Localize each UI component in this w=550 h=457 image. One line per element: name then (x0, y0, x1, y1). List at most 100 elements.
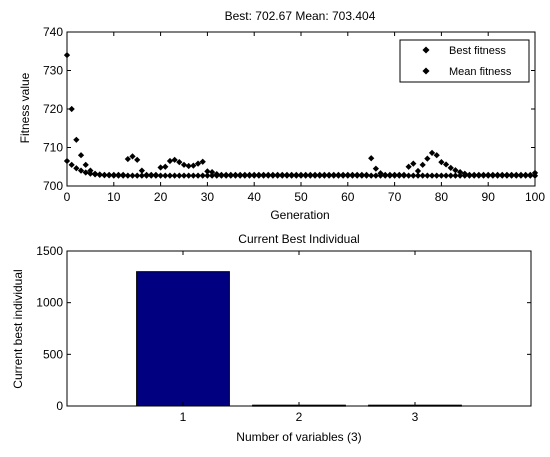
mean-fitness-point (494, 171, 501, 178)
mean-fitness-point (358, 171, 365, 178)
best-fitness-point (129, 172, 136, 179)
fitness-plot-ticks: 0 10 20 30 40 50 60 70 80 90 100 700 710 720 730 740 (43, 25, 545, 204)
y-tick-label: 720 (43, 102, 63, 116)
mean-fitness-point (73, 136, 80, 143)
best-fitness-point (82, 169, 89, 176)
mean-fitness-point (106, 171, 113, 178)
best-individual-plot-xlabel: Number of variables (3) (236, 430, 361, 444)
mean-fitness-point (260, 171, 267, 178)
legend-box (399, 39, 530, 83)
x-tick-label: 50 (294, 190, 308, 204)
mean-fitness-point (489, 171, 496, 178)
x-tick-label: 20 (154, 190, 168, 204)
mean-fitness-point (340, 171, 347, 178)
mean-fitness-point (503, 171, 511, 178)
x-tick-label: 1 (180, 410, 187, 424)
best-individual-plot-title: Current Best Individual (238, 232, 359, 246)
x-tick-label: 80 (435, 190, 449, 204)
x-tick-label: 70 (388, 190, 402, 204)
mean-fitness-point (311, 171, 319, 178)
x-tick-label: 100 (525, 190, 545, 204)
y-tick-label: 1000 (36, 296, 63, 310)
mean-fitness-point (213, 170, 220, 178)
fitness-plot-ylabel: Fitness value (18, 72, 32, 143)
best-fitness-point (194, 172, 202, 179)
mean-fitness-point (330, 171, 337, 178)
mean-fitness-point (199, 158, 206, 165)
mean-fitness-point (274, 171, 281, 178)
mean-fitness-point (279, 171, 286, 178)
y-tick-label: 740 (43, 25, 63, 39)
y-tick-label: 1500 (36, 244, 63, 258)
best-fitness-point (73, 165, 80, 172)
mean-fitness-point (148, 171, 155, 178)
mean-fitness-point (297, 171, 305, 178)
mean-fitness-point (396, 171, 403, 178)
mean-fitness-point (91, 170, 99, 177)
mean-fitness-point (386, 171, 394, 178)
mean-fitness-point (129, 153, 136, 160)
mean-fitness-point (335, 171, 342, 178)
best-fitness-point (68, 161, 75, 168)
bar-variable-1 (136, 271, 230, 407)
mean-fitness-point (77, 152, 85, 159)
x-tick-label: 90 (482, 190, 496, 204)
mean-fitness-point (190, 162, 197, 169)
mean-fitness-point (180, 161, 188, 168)
legend: Best fitness Mean fitness (399, 39, 530, 83)
mean-fitness-point (68, 105, 75, 113)
mean-fitness-point (162, 163, 169, 170)
mean-fitness-point (475, 171, 482, 178)
best-fitness-point (171, 172, 178, 179)
x-tick-label: 40 (248, 190, 262, 204)
best-fitness-point (77, 167, 85, 174)
best-individual-plot-ticks: 1 2 3 0 500 1000 1500 (36, 244, 531, 424)
mean-fitness-point (391, 171, 398, 178)
mean-fitness-point (251, 171, 258, 178)
y-tick-label: 0 (56, 399, 63, 413)
y-tick-label: 730 (43, 64, 63, 78)
best-individual-plot: Current Best Individual 1 2 3050010001500 … (11, 232, 532, 444)
legend-label-mean: Mean fitness (449, 66, 512, 78)
mean-fitness-point (344, 171, 351, 178)
mean-fitness-point (466, 171, 473, 178)
legend-marker-mean (422, 67, 430, 75)
mean-fitness-point (96, 171, 103, 178)
mean-fitness-point (185, 162, 192, 170)
mean-fitness-point (471, 171, 478, 178)
best-fitness-point (204, 172, 211, 179)
best-individual-plot-bars (136, 271, 462, 407)
fitness-plot-title: Best: 702.67 Mean: 703.404 (225, 9, 376, 23)
mean-fitness-point (194, 160, 202, 167)
mean-fitness-point (87, 167, 94, 174)
best-fitness-point (208, 172, 216, 179)
best-fitness-point (185, 172, 192, 179)
mean-fitness-point (120, 171, 127, 178)
mean-fitness-point (288, 171, 295, 178)
mean-fitness-point (307, 171, 314, 178)
mean-fitness-point (269, 171, 277, 178)
mean-fitness-point (382, 171, 389, 178)
mean-fitness-point (283, 171, 291, 178)
y-tick-label: 500 (43, 347, 63, 361)
x-tick-label: 10 (107, 190, 121, 204)
mean-fitness-point (400, 171, 408, 178)
best-fitness-point (162, 172, 169, 179)
best-individual-plot-ylabel: Current best individual (11, 269, 25, 388)
y-tick-label: 710 (43, 141, 63, 155)
mean-fitness-point (255, 171, 262, 178)
mean-fitness-point (204, 168, 211, 175)
best-fitness-point (124, 172, 131, 179)
mean-fitness-point (349, 171, 356, 178)
mean-fitness-point (321, 171, 328, 178)
fitness-plot-points (63, 51, 539, 179)
mean-fitness-point (363, 171, 370, 178)
mean-fitness-point (208, 169, 216, 176)
y-tick-label: 700 (43, 179, 63, 193)
mean-fitness-point (480, 171, 487, 178)
mean-fitness-point (293, 171, 300, 178)
x-tick-label: 2 (296, 410, 303, 424)
x-tick-label: 3 (412, 410, 419, 424)
x-tick-label: 0 (64, 190, 71, 204)
